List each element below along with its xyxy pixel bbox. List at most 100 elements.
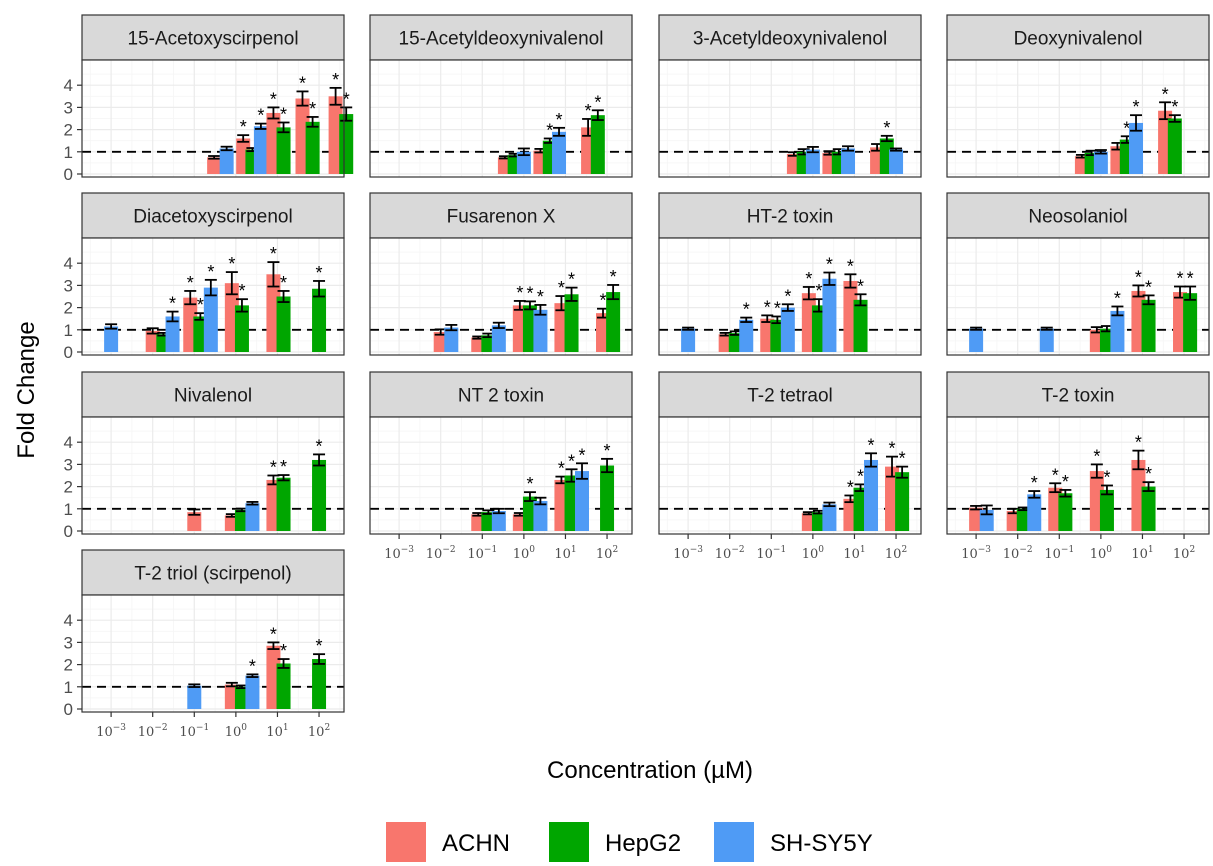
x-tick-label: 10−1 xyxy=(756,545,786,562)
facet-title: NT 2 toxin xyxy=(458,386,544,407)
significance-marker: * xyxy=(197,295,204,315)
bar xyxy=(516,151,531,174)
bar xyxy=(187,685,202,709)
significance-marker: * xyxy=(594,92,601,112)
significance-marker: * xyxy=(1062,472,1069,492)
panel-border xyxy=(658,59,922,178)
y-tick-label: 3 xyxy=(64,455,73,474)
significance-marker: * xyxy=(1177,269,1184,289)
significance-marker: * xyxy=(240,117,247,137)
bar xyxy=(822,278,837,352)
x-tick-label: 101 xyxy=(1131,545,1153,562)
significance-marker: * xyxy=(309,99,316,119)
bar xyxy=(1093,151,1108,174)
bar xyxy=(433,332,448,352)
y-axis-title: Fold Change xyxy=(13,321,40,458)
facet-title: Nivalenol xyxy=(174,386,252,407)
significance-marker: * xyxy=(604,441,611,461)
facet-panel: 3-Acetyldeoxynivalenol * xyxy=(658,14,922,178)
significance-marker: * xyxy=(847,477,854,497)
y-tick-label: 2 xyxy=(64,299,73,318)
bar xyxy=(889,149,904,174)
significance-marker: * xyxy=(169,294,176,314)
significance-marker: * xyxy=(610,267,617,287)
significance-marker: * xyxy=(847,256,854,276)
significance-marker: * xyxy=(857,276,864,296)
x-tick-label: 10−2 xyxy=(426,545,456,562)
bar xyxy=(822,504,837,531)
significance-marker: * xyxy=(805,269,812,289)
significance-marker: * xyxy=(1145,277,1152,297)
y-tick-label: 4 xyxy=(64,254,73,273)
bar xyxy=(339,114,354,174)
panel-border xyxy=(946,416,1210,535)
facet-strip xyxy=(658,192,922,239)
bar xyxy=(805,149,820,174)
x-tick-label: 10−3 xyxy=(96,723,126,740)
panel-border xyxy=(946,59,1210,178)
significance-marker: * xyxy=(558,278,565,298)
y-tick-label: 4 xyxy=(64,433,73,452)
significance-marker: * xyxy=(568,270,575,290)
significance-marker: * xyxy=(1171,97,1178,117)
bar xyxy=(165,316,180,352)
legend-swatch xyxy=(549,822,589,862)
bar xyxy=(312,659,327,709)
significance-marker: * xyxy=(568,451,575,471)
significance-marker: * xyxy=(257,106,264,126)
significance-marker: * xyxy=(857,466,864,486)
facet-title: 15-Acetoxyscirpenol xyxy=(127,29,298,50)
significance-marker: * xyxy=(1031,473,1038,493)
bar xyxy=(853,299,868,352)
significance-marker: * xyxy=(883,118,890,138)
significance-marker: * xyxy=(270,89,277,109)
bar xyxy=(1110,310,1125,352)
x-tick-label: 102 xyxy=(596,545,618,562)
panel-border xyxy=(81,237,345,356)
significance-marker: * xyxy=(332,70,339,90)
bar xyxy=(444,327,459,352)
x-tick-label: 10−3 xyxy=(384,545,414,562)
significance-marker: * xyxy=(1133,97,1140,117)
x-tick-label: 10−2 xyxy=(1003,545,1033,562)
significance-marker: * xyxy=(280,641,287,661)
significance-marker: * xyxy=(343,89,350,109)
bar xyxy=(245,503,260,531)
x-axis-title: Concentration (µM) xyxy=(547,757,753,784)
bar xyxy=(104,326,119,352)
x-tick-label: 10−1 xyxy=(1044,545,1074,562)
significance-marker: * xyxy=(270,458,277,478)
bar xyxy=(600,465,615,531)
significance-marker: * xyxy=(537,287,544,307)
bar xyxy=(1129,122,1144,174)
bar xyxy=(276,477,291,531)
facet-strip xyxy=(81,14,345,61)
legend-swatch xyxy=(714,822,754,862)
bar xyxy=(1027,494,1042,531)
bar xyxy=(969,328,984,352)
significance-marker: * xyxy=(868,435,875,455)
significance-marker: * xyxy=(1052,465,1059,485)
significance-marker: * xyxy=(1123,118,1130,138)
significance-marker: * xyxy=(238,281,245,301)
bar xyxy=(203,287,218,352)
significance-marker: * xyxy=(899,449,906,469)
facet-panels: 15-Acetoxyscirpenol********0123415-Acety… xyxy=(64,14,1210,740)
x-tick-label: 100 xyxy=(1090,545,1113,562)
y-tick-label: 0 xyxy=(64,165,73,184)
significance-marker: * xyxy=(585,101,592,121)
facet-panel: HT-2 toxin* * ***** ** xyxy=(658,192,922,356)
significance-marker: * xyxy=(270,244,277,264)
significance-marker: * xyxy=(1093,446,1100,466)
facet-strip xyxy=(81,192,345,239)
bar xyxy=(533,501,548,531)
facet-panel: Fusarenon X* * * * *** xyxy=(369,192,633,356)
x-tick-label: 100 xyxy=(802,545,825,562)
x-tick-label: 102 xyxy=(308,723,330,740)
significance-marker: * xyxy=(516,283,523,303)
y-tick-label: 0 xyxy=(64,522,73,541)
significance-marker: * xyxy=(774,298,781,318)
